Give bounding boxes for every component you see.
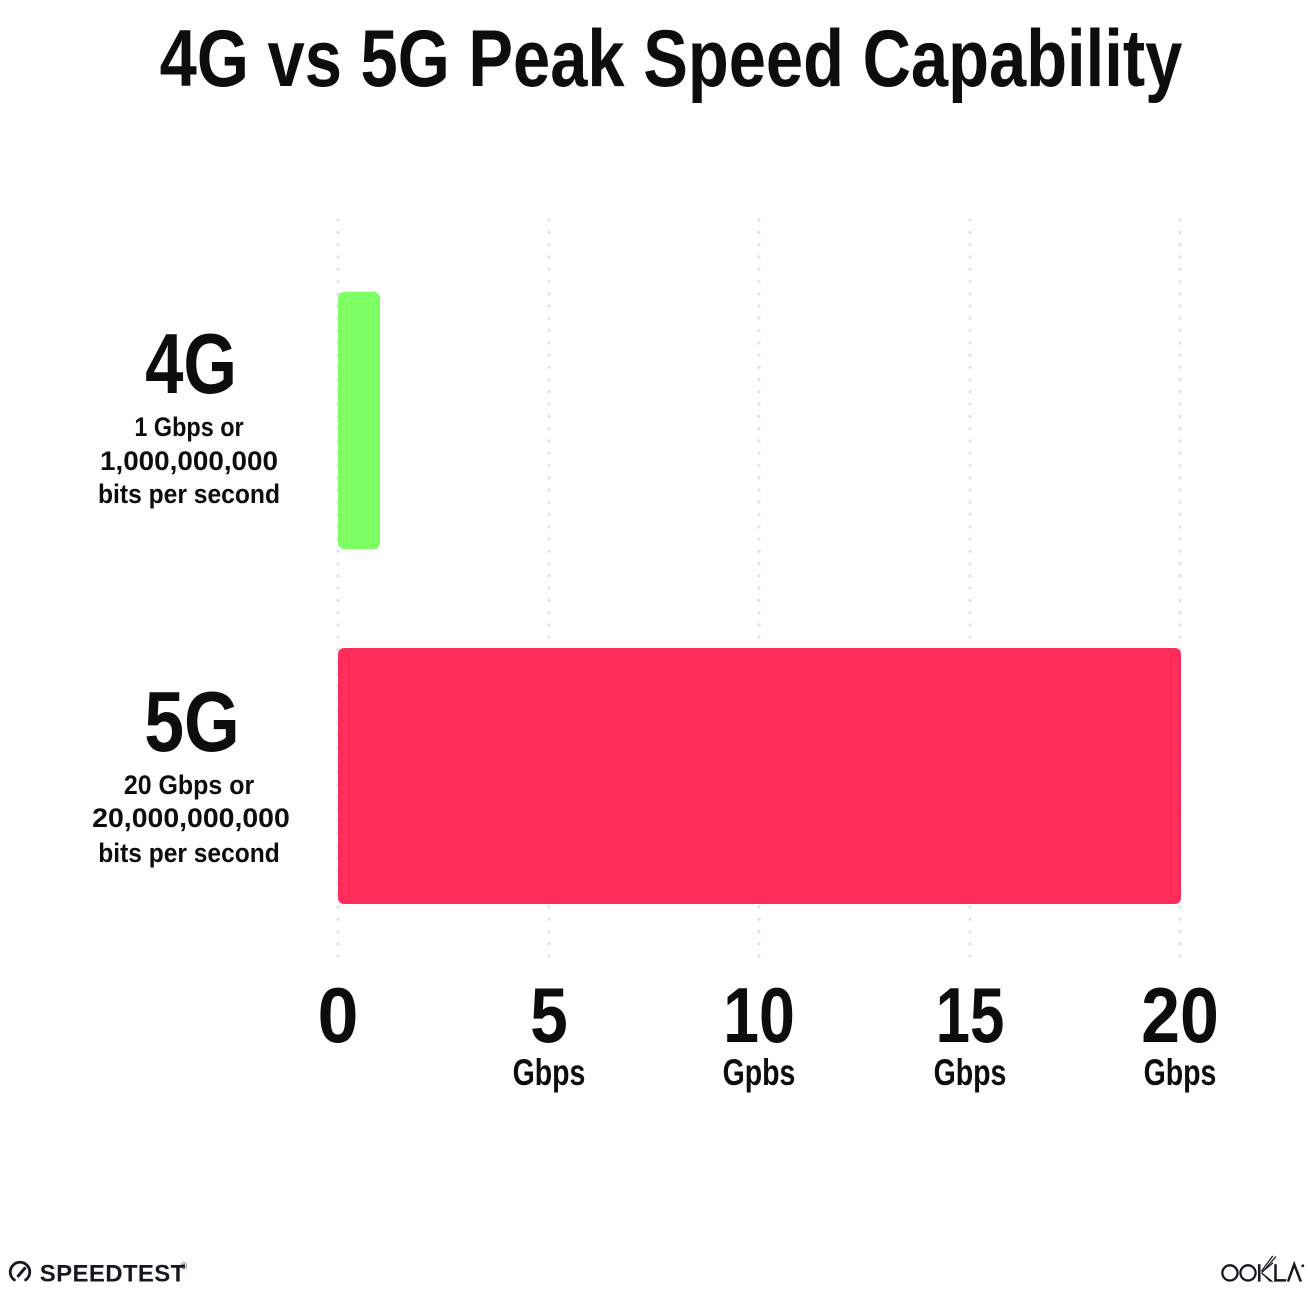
svg-text:SPEEDTEST: SPEEDTEST [40,1260,186,1287]
svg-text:®: ® [180,1261,187,1271]
